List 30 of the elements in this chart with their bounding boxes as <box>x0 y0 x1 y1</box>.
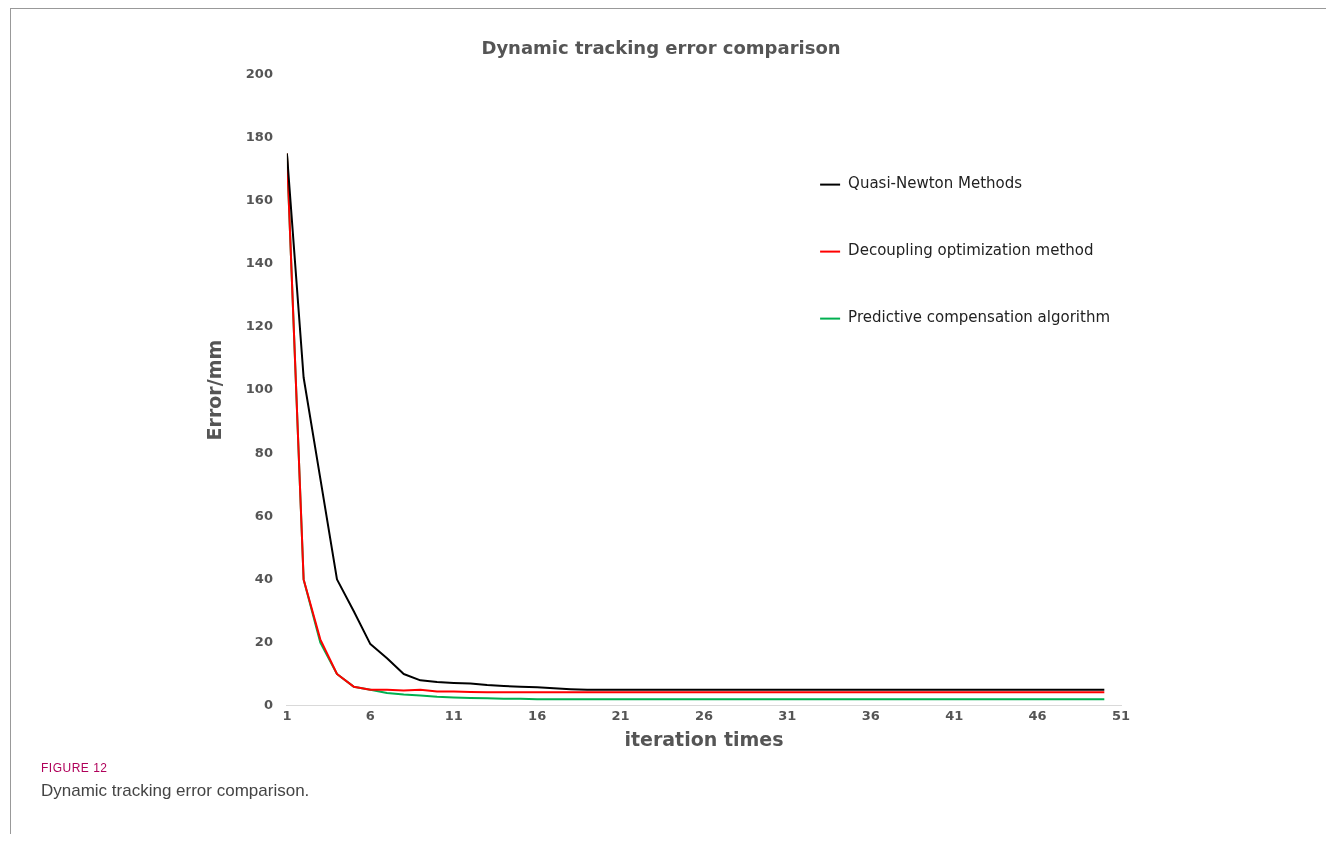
y-tick-label: 180 <box>245 129 273 145</box>
legend-label: Predictive compensation algorithm <box>848 308 1111 327</box>
x-axis-title: iteration times <box>624 727 784 750</box>
y-axis-title: Error/mm <box>203 339 226 441</box>
caption: FIGURE 12 <box>41 761 109 775</box>
x-tick-label: 26 <box>694 707 714 723</box>
x-tick-label: 46 <box>1028 707 1047 723</box>
y-tick-label: 40 <box>254 570 273 586</box>
x-tick-label: 16 <box>528 707 547 723</box>
y-tick-label: 100 <box>245 381 273 397</box>
x-tick-label: 6 <box>365 707 375 723</box>
y-tick-label: 80 <box>254 444 273 460</box>
y-tick-label: 140 <box>245 255 273 271</box>
legend-label: Decoupling optimization method <box>848 241 1094 260</box>
x-tick-label: 21 <box>611 707 630 723</box>
x-tick-label: 41 <box>945 707 964 723</box>
x-tick-label: 11 <box>444 707 463 723</box>
y-tick-label: 160 <box>245 192 273 208</box>
y-tick-label: 60 <box>254 507 273 523</box>
y-tick-label: 120 <box>245 318 273 334</box>
text: Dynamic tracking error comparison. <box>41 781 310 801</box>
x-tick-label: 51 <box>1111 707 1131 723</box>
y-tick-label: 0 <box>263 696 273 712</box>
x-tick-label: 36 <box>861 707 880 723</box>
x-tick-label: 1 <box>282 707 292 723</box>
chart-title: Dynamic tracking error comparison <box>481 37 841 59</box>
legend-label: Quasi-Newton Methods <box>848 174 1023 193</box>
x-tick-label: 31 <box>778 707 797 723</box>
y-tick-label: 200 <box>245 65 273 81</box>
y-tick-label: 20 <box>254 633 273 649</box>
